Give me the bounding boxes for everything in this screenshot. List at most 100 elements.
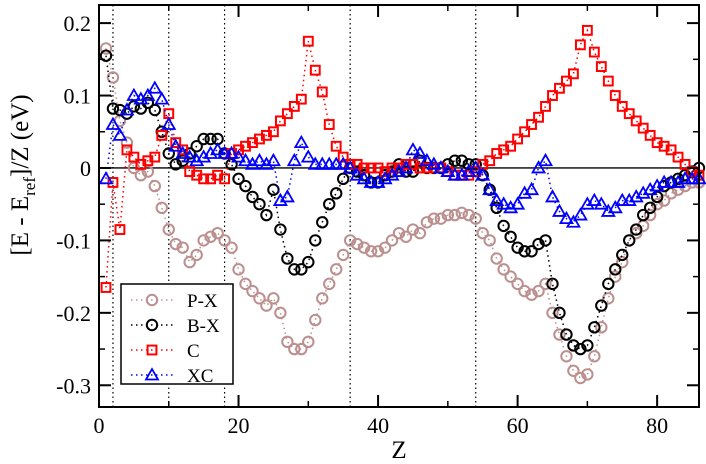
data-point-c-z83 bbox=[672, 151, 684, 163]
legend-label-b-x: B-X bbox=[187, 316, 220, 337]
data-point-xc-z60 bbox=[510, 196, 526, 210]
data-point-p-x-z46 bbox=[413, 226, 427, 240]
data-point-xc-z67 bbox=[558, 210, 574, 225]
data-point-b-x-z2 bbox=[106, 102, 120, 115]
data-point-p-x-z43 bbox=[392, 226, 406, 240]
data-point-xc-z5 bbox=[126, 87, 142, 101]
data-point-p-x-z25 bbox=[267, 292, 280, 305]
legend-label-c: C bbox=[187, 341, 200, 362]
data-point-xc-z25 bbox=[265, 152, 281, 167]
legend-label-p-x: P-X bbox=[187, 291, 218, 312]
data-point-p-x-z49 bbox=[434, 212, 448, 225]
data-point-b-x-z78 bbox=[636, 208, 650, 222]
data-point-b-x-z69 bbox=[574, 342, 587, 356]
data-point-p-x-z36 bbox=[343, 234, 357, 247]
data-point-c-z9 bbox=[156, 129, 168, 141]
data-point-p-x-z54 bbox=[469, 212, 482, 225]
data-point-xc-z10 bbox=[161, 116, 177, 130]
data-point-xc-z76 bbox=[621, 192, 637, 206]
data-point-c-z46 bbox=[414, 162, 426, 174]
legend-marker-b-x bbox=[145, 318, 159, 332]
data-point-b-x-z31 bbox=[309, 234, 322, 247]
data-point-p-x-z51 bbox=[448, 208, 462, 222]
data-point-b-x-z70 bbox=[581, 339, 594, 352]
legend-marker-p-x bbox=[145, 293, 159, 307]
data-point-p-x-z59 bbox=[504, 270, 517, 283]
data-point-p-x-z47 bbox=[420, 216, 434, 229]
data-point-xc-z57 bbox=[489, 192, 505, 206]
data-point-c-z18 bbox=[219, 173, 231, 185]
legend-items: P-X B-X C XC bbox=[131, 291, 220, 387]
data-point-c-z26 bbox=[274, 115, 286, 127]
data-point-p-x-z35 bbox=[336, 248, 350, 262]
data-point-b-x-z27 bbox=[281, 252, 294, 265]
data-point-c-z67 bbox=[561, 75, 572, 87]
data-point-xc-z7 bbox=[140, 87, 156, 101]
y-tick-label-4: 0.1 bbox=[64, 84, 92, 109]
data-point-b-x-z61 bbox=[518, 245, 531, 258]
data-point-p-x-z56 bbox=[483, 234, 496, 247]
data-point-c-z29 bbox=[295, 93, 307, 105]
y-tick-label-5: 0.2 bbox=[64, 11, 92, 36]
data-point-p-x-z34 bbox=[330, 263, 343, 276]
data-point-c-z56 bbox=[484, 155, 496, 167]
data-point-p-x-z30 bbox=[302, 335, 315, 349]
data-point-p-x-z17 bbox=[211, 226, 224, 240]
y-axis-title-sub: ref bbox=[20, 177, 39, 196]
data-point-xc-z71 bbox=[586, 192, 602, 206]
data-point-b-x-z25 bbox=[267, 183, 280, 196]
data-point-c-z25 bbox=[267, 126, 279, 138]
data-point-xc-z1 bbox=[98, 171, 114, 185]
data-point-p-x-z18 bbox=[218, 234, 231, 247]
data-point-p-x-z68 bbox=[567, 364, 580, 377]
data-point-xc-z38 bbox=[356, 171, 372, 185]
data-point-b-x-z79 bbox=[643, 201, 657, 215]
data-point-p-x-z77 bbox=[630, 226, 643, 240]
data-point-xc-z20 bbox=[231, 149, 247, 163]
data-point-xc-z53 bbox=[461, 163, 477, 177]
data-point-xc-z80 bbox=[649, 178, 665, 192]
data-point-p-x-z9 bbox=[155, 201, 168, 215]
data-point-xc-z45 bbox=[405, 142, 421, 156]
data-point-p-x-z1 bbox=[99, 42, 113, 55]
data-point-b-x-z68 bbox=[567, 339, 580, 352]
data-point-xc-z14 bbox=[189, 152, 205, 167]
data-point-p-x-z62 bbox=[525, 288, 538, 301]
data-point-xc-z36 bbox=[342, 160, 358, 174]
data-point-b-x-z30 bbox=[302, 255, 315, 269]
data-point-c-z82 bbox=[665, 144, 677, 156]
data-point-b-x-z22 bbox=[246, 190, 259, 204]
data-point-xc-z59 bbox=[503, 200, 519, 214]
data-point-b-x-z15 bbox=[197, 132, 210, 146]
y-axis-title-rest: ]/Z (eV) bbox=[7, 94, 34, 177]
data-point-xc-z62 bbox=[524, 181, 540, 196]
data-point-b-x-z23 bbox=[253, 197, 266, 211]
data-point-xc-z3 bbox=[112, 127, 128, 141]
data-point-b-x-z63 bbox=[532, 237, 545, 251]
data-point-c-z71 bbox=[588, 46, 600, 58]
data-point-b-x-z33 bbox=[323, 197, 336, 211]
data-point-b-x-z65 bbox=[546, 277, 559, 291]
data-point-c-z44 bbox=[400, 158, 412, 170]
data-point-xc-z63 bbox=[531, 160, 547, 174]
data-point-xc-z21 bbox=[237, 152, 254, 167]
data-point-p-x-z31 bbox=[309, 313, 322, 327]
data-point-xc-z74 bbox=[607, 200, 623, 214]
legend-item-p-x: P-X bbox=[131, 291, 218, 312]
data-point-p-x-z16 bbox=[204, 230, 217, 243]
data-point-xc-z50 bbox=[440, 163, 456, 177]
data-point-c-z1 bbox=[100, 282, 112, 293]
legend-label-xc: XC bbox=[187, 366, 213, 387]
data-point-xc-z46 bbox=[412, 145, 428, 159]
data-point-p-x-z72 bbox=[595, 321, 608, 334]
data-point-b-x-z19 bbox=[225, 158, 238, 171]
data-point-b-x-z60 bbox=[511, 241, 524, 254]
data-point-xc-z8 bbox=[147, 80, 163, 94]
data-point-xc-z72 bbox=[593, 196, 609, 210]
data-point-xc-z13 bbox=[182, 149, 198, 163]
data-point-p-x-z52 bbox=[455, 206, 468, 220]
data-point-p-x-z50 bbox=[441, 208, 455, 222]
data-point-p-x-z63 bbox=[532, 284, 545, 298]
data-point-b-x-z11 bbox=[169, 158, 182, 171]
data-point-c-z15 bbox=[198, 173, 210, 185]
